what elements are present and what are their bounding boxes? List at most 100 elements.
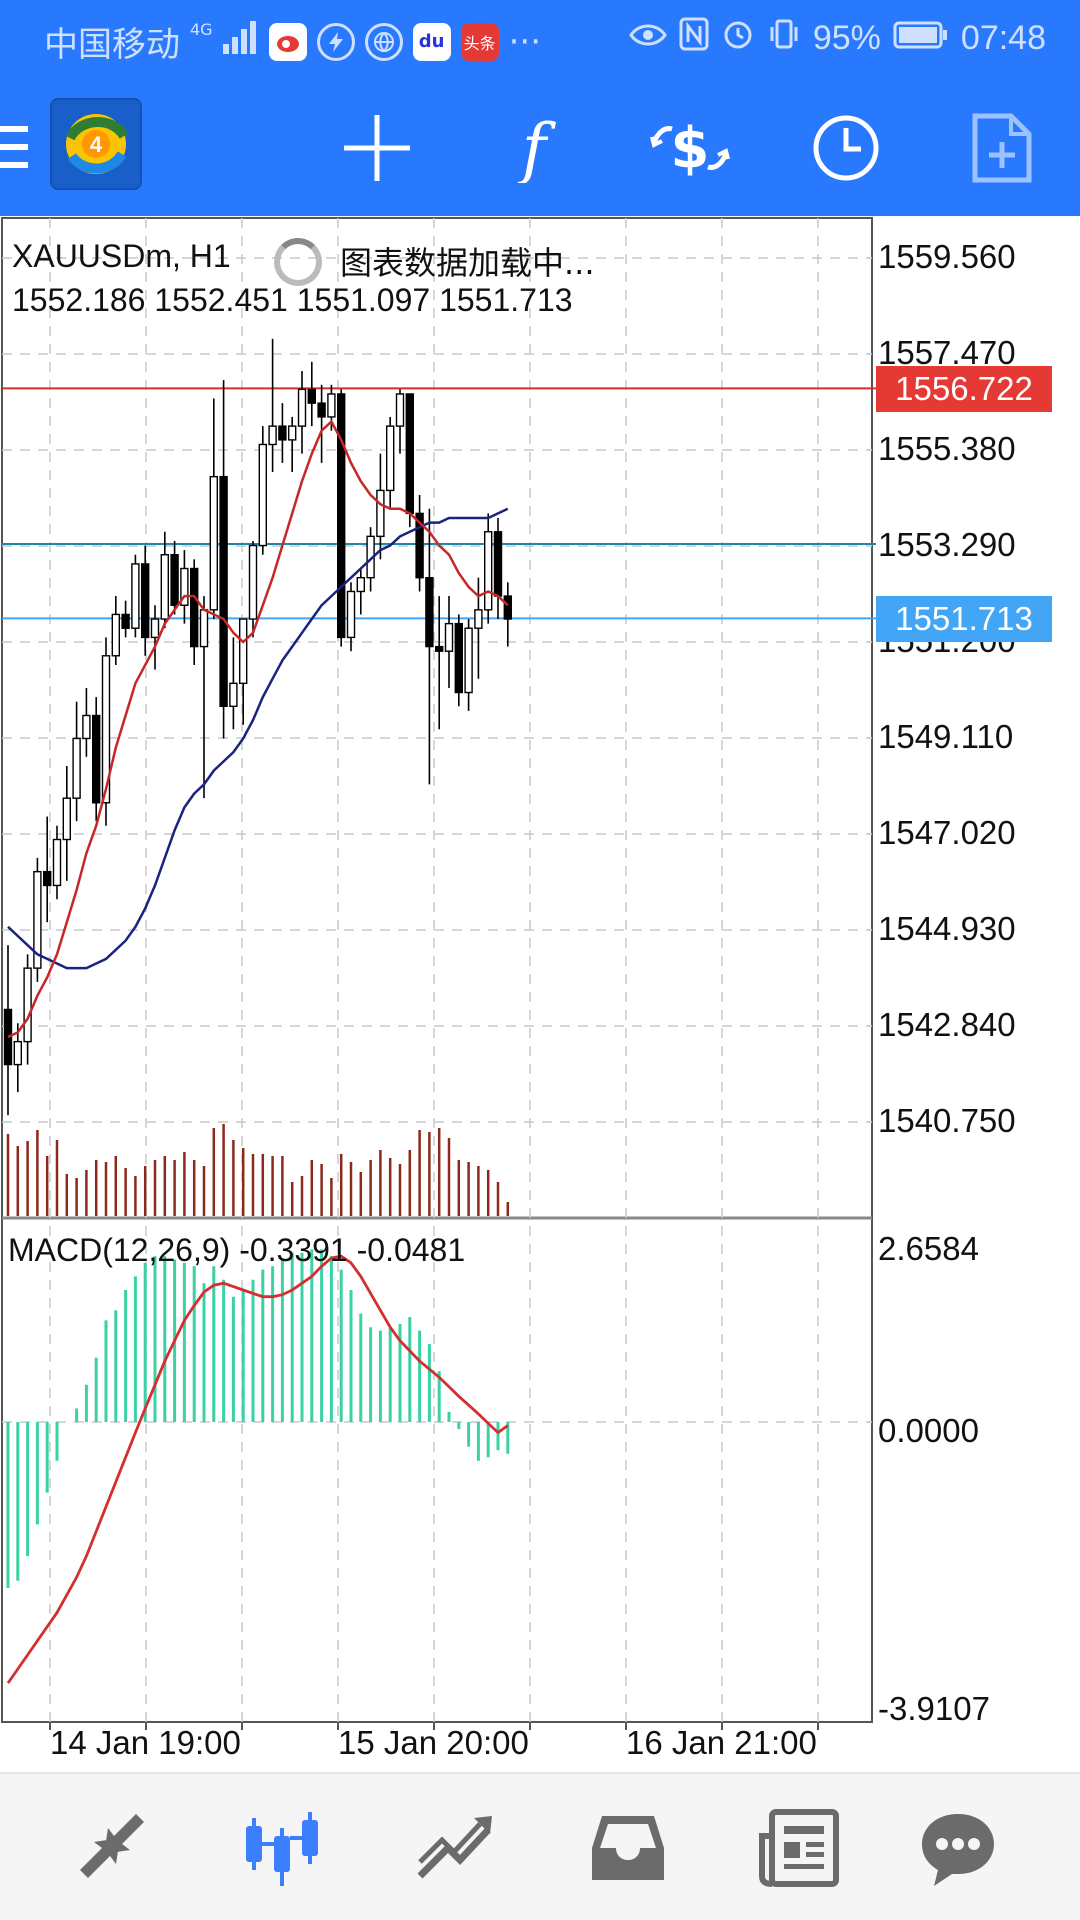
candle-bear bbox=[425, 576, 434, 648]
toutiao-icon: 头条 bbox=[460, 22, 499, 61]
signal-icon bbox=[222, 20, 259, 63]
candle-bear bbox=[503, 595, 512, 620]
crosshair-button[interactable] bbox=[335, 106, 419, 190]
macd-signal-line bbox=[6, 1254, 509, 1684]
candle-bear bbox=[405, 393, 414, 515]
candle-bull bbox=[62, 797, 71, 841]
candle-bull bbox=[23, 967, 32, 1043]
svg-text:f: f bbox=[517, 113, 557, 183]
candle-bull bbox=[52, 838, 62, 887]
candle-bull bbox=[484, 531, 493, 611]
metatrader-logo[interactable]: 4 bbox=[50, 98, 142, 190]
network-type: 4G bbox=[190, 20, 213, 39]
candle-bull bbox=[229, 682, 238, 708]
candle-bear bbox=[435, 645, 444, 652]
candle-bear bbox=[140, 563, 150, 639]
candle-bull bbox=[288, 425, 297, 441]
news-icon bbox=[759, 1809, 839, 1887]
more-notifications: ··· bbox=[508, 21, 542, 62]
crosshair-icon bbox=[344, 115, 410, 181]
vibrate-icon bbox=[767, 17, 801, 60]
nav-quotes[interactable] bbox=[64, 1800, 160, 1896]
candle-bull bbox=[101, 655, 111, 804]
nav-history[interactable] bbox=[580, 1800, 676, 1896]
price-label: 1542.840 bbox=[878, 1006, 1016, 1043]
battery-percent: 95% bbox=[812, 19, 881, 57]
macd-level-top: 2.6584 bbox=[878, 1230, 979, 1267]
candle-bear bbox=[337, 393, 346, 639]
candle-bull bbox=[297, 388, 307, 427]
candle-bear bbox=[189, 567, 199, 648]
candle-bull bbox=[386, 425, 395, 492]
bottom-navigation bbox=[0, 1772, 1080, 1920]
chart-area[interactable]: XAUUSDm, H1 图表数据加载中... 1552.186 1552.451… bbox=[0, 216, 1080, 1770]
price-label: 1553.290 bbox=[878, 526, 1016, 563]
status-left: 中国移动 4G du 头条 ··· bbox=[44, 17, 541, 66]
candle-bull bbox=[268, 425, 277, 446]
price-label: 1544.930 bbox=[878, 910, 1016, 947]
candle-bear bbox=[454, 622, 463, 694]
alarm-icon bbox=[721, 17, 755, 60]
ma-fast-line bbox=[7, 419, 509, 1039]
date-label-3: 16 Jan 21:00 bbox=[626, 1724, 817, 1761]
candle-bear bbox=[219, 475, 228, 708]
candle-bull bbox=[248, 544, 258, 620]
status-bar: 中国移动 4G du 头条 ··· 95% 07:48 bbox=[0, 0, 1080, 78]
candle-bull bbox=[356, 576, 365, 593]
candle-bull bbox=[346, 590, 356, 639]
trade-button[interactable]: $ bbox=[648, 106, 732, 190]
candle-bear bbox=[43, 870, 52, 887]
candle-bear bbox=[3, 1008, 13, 1066]
candle-bull bbox=[33, 870, 42, 969]
nav-news[interactable] bbox=[752, 1800, 848, 1896]
candle-bull bbox=[199, 609, 209, 648]
weibo-icon bbox=[268, 22, 307, 61]
symbol-period: XAUUSDm, H1 bbox=[12, 238, 231, 274]
candle-bear bbox=[307, 388, 316, 404]
price-label: 1547.020 bbox=[878, 814, 1016, 851]
macd-label: MACD(12,26,9) -0.3391 -0.0481 bbox=[8, 1232, 466, 1268]
flash-icon bbox=[316, 22, 355, 61]
menu-icon[interactable] bbox=[0, 122, 30, 172]
quotes-icon bbox=[80, 1814, 144, 1878]
nav-chart[interactable] bbox=[234, 1800, 330, 1896]
candle-bull bbox=[238, 618, 248, 685]
chart-canvas[interactable] bbox=[0, 216, 1080, 1770]
new-order-icon bbox=[972, 113, 1032, 183]
candle-bull bbox=[131, 563, 140, 629]
candle-bull bbox=[209, 475, 219, 611]
candle-bear bbox=[170, 554, 179, 606]
nfc-icon bbox=[679, 17, 709, 60]
nav-messages[interactable] bbox=[910, 1800, 1006, 1896]
candle-bull bbox=[327, 393, 336, 418]
carrier-text: 中国移动 bbox=[44, 25, 180, 65]
price-label: 1549.110 bbox=[878, 718, 1014, 755]
candle-bear bbox=[317, 402, 326, 418]
logo-number: 4 bbox=[90, 132, 103, 157]
battery-icon bbox=[893, 19, 949, 59]
new-order-button[interactable] bbox=[960, 106, 1044, 190]
status-right: 95% 07:48 bbox=[629, 17, 1046, 60]
candle-bull bbox=[13, 1040, 23, 1066]
price-label: 1555.380 bbox=[878, 430, 1016, 467]
toolbar: 4 f $ bbox=[0, 78, 1080, 216]
candle-bear bbox=[415, 512, 424, 579]
messages-icon bbox=[922, 1814, 994, 1886]
candle-bull bbox=[72, 737, 81, 799]
timeframe-button[interactable] bbox=[804, 106, 888, 190]
candle-bear bbox=[121, 613, 130, 629]
candle-bear bbox=[278, 425, 287, 441]
candle-bear bbox=[493, 531, 503, 597]
indicators-button[interactable]: f bbox=[492, 106, 576, 190]
indicators-icon: f bbox=[517, 113, 557, 183]
date-label-2: 15 Jan 20:00 bbox=[338, 1724, 529, 1761]
candle-bear bbox=[91, 714, 101, 804]
nav-trade[interactable] bbox=[408, 1800, 504, 1896]
timeframe-icon bbox=[813, 115, 879, 181]
candle-bull bbox=[464, 627, 473, 694]
browser-icon bbox=[364, 22, 403, 61]
price-label: 1540.750 bbox=[878, 1102, 1016, 1139]
eye-comfort-icon bbox=[629, 19, 667, 59]
date-label-1: 14 Jan 19:00 bbox=[50, 1724, 241, 1761]
loading-text: 图表数据加载中... bbox=[340, 244, 595, 282]
